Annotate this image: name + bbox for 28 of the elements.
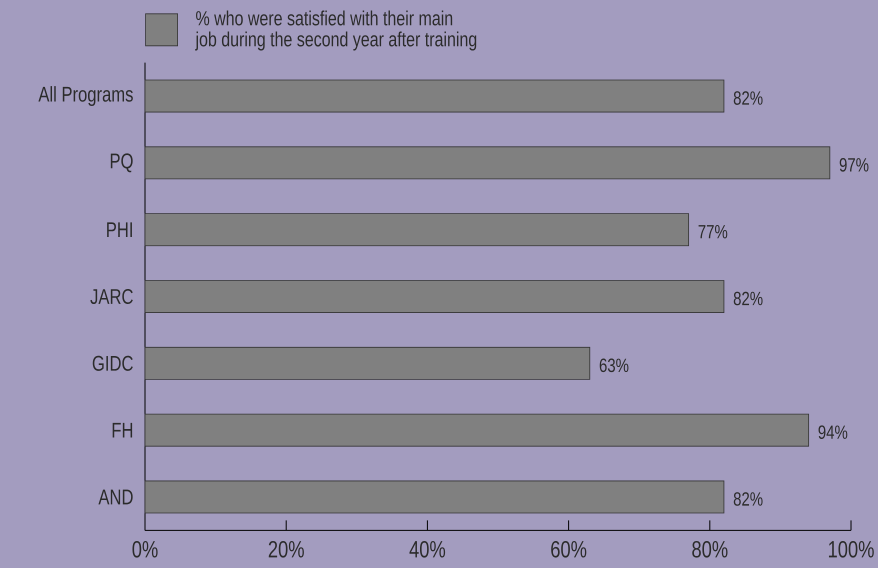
x-tick-label: 100%	[828, 540, 874, 558]
bar	[144, 80, 724, 112]
legend-label: % who were satisfied with their main job during the second year after training	[195, 10, 476, 51]
x-tick-label: 40%	[409, 540, 446, 558]
bar	[144, 280, 724, 313]
data-label: 97%	[840, 158, 868, 172]
data-label: 77%	[698, 224, 728, 238]
y-tick-label: GIDC	[92, 356, 133, 371]
x-tick-label: 0%	[132, 540, 158, 558]
data-label: 82%	[734, 292, 763, 306]
data-label: 63%	[600, 358, 628, 372]
data-label: 94%	[818, 425, 848, 439]
bar	[144, 414, 810, 447]
data-label: 82%	[734, 492, 763, 506]
y-tick-label: All Programs	[38, 86, 133, 106]
x-tick-label: 20%	[268, 540, 304, 558]
y-tick-label: AND	[98, 490, 133, 504]
y-tick-label: PHI	[107, 222, 132, 238]
x-tick-label: 60%	[551, 540, 586, 558]
y-tick-label: PQ	[110, 153, 133, 172]
y-tick-label: JARC	[90, 288, 133, 304]
y-tick-label: FH	[112, 422, 132, 438]
data-label: 82%	[734, 91, 763, 105]
x-tick-label: 80%	[692, 540, 728, 558]
bar	[144, 213, 690, 246]
bar	[144, 146, 830, 180]
bar	[144, 480, 724, 514]
bar	[144, 346, 590, 380]
